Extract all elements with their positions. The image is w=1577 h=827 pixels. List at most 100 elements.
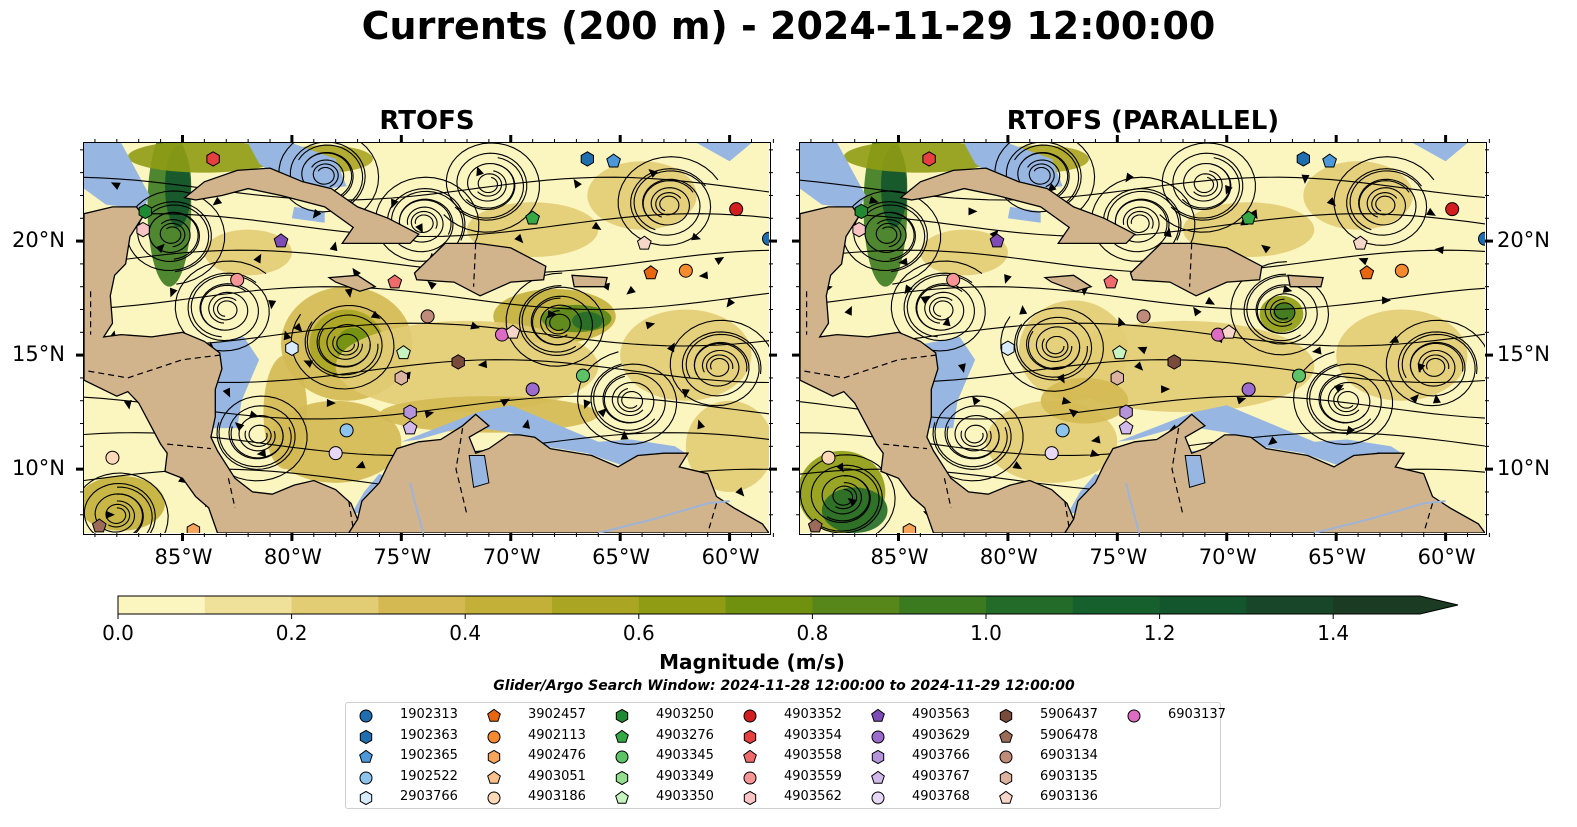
- streamline-arrow: [222, 387, 231, 398]
- float-marker-1902363: [1296, 151, 1310, 167]
- float-marker-3902457: [643, 265, 659, 280]
- streamline-arrow: [427, 280, 437, 290]
- land-southam: [348, 413, 769, 533]
- colorbar-segment: [118, 596, 206, 614]
- streamline-arrow: [1090, 435, 1101, 444]
- float-marker-4902476: [902, 523, 917, 533]
- float-marker-4903563: [989, 233, 1005, 248]
- streamline-arrow: [1236, 396, 1247, 405]
- legend-label: 6903134: [1040, 748, 1098, 764]
- streamline: [1409, 342, 1464, 387]
- land-yucatan_top: [800, 206, 1075, 533]
- streamline: [1028, 163, 1055, 188]
- streamline: [1346, 168, 1422, 236]
- streamline-arrow: [1358, 257, 1369, 266]
- streamline-arrow: [1117, 317, 1126, 327]
- streamline: [84, 286, 769, 311]
- streamline-arrow: [212, 196, 223, 206]
- lat-tick-label-right: 20°N: [1497, 228, 1550, 253]
- colorbar: [117, 595, 1459, 619]
- streamline: [1333, 156, 1435, 246]
- streamline-arrow: [645, 321, 656, 330]
- colorbar-label: Magnitude (m/s): [659, 650, 845, 674]
- streamline: [398, 199, 452, 243]
- streamline: [928, 296, 954, 321]
- streamline-arrow: [835, 462, 844, 473]
- colorbar-tick-label: 1.0: [970, 621, 1002, 645]
- streamline: [375, 176, 480, 262]
- streamline: [304, 314, 383, 379]
- float-marker-5906478: [91, 518, 107, 533]
- float-marker-4903768: [1044, 446, 1059, 461]
- float-marker-5906437: [1167, 354, 1181, 370]
- streamline-arrow: [514, 233, 524, 244]
- streamline: [200, 284, 249, 331]
- streamline: [1126, 210, 1154, 234]
- streamline-arrow: [312, 208, 322, 219]
- streamline-arrow: [303, 360, 314, 368]
- lon-tick-label: 80°W: [979, 545, 1038, 569]
- pentagon-marker-shape: [615, 729, 629, 743]
- circle-marker-icon: [615, 750, 629, 764]
- float-marker-4902113: [678, 263, 693, 278]
- float-marker-4903559: [946, 272, 961, 287]
- colorbar-tick-label: 0.4: [449, 621, 482, 645]
- streamline-arrow: [681, 388, 690, 399]
- streamline: [532, 297, 582, 346]
- colorbar-segment: [812, 596, 900, 614]
- land-cuba: [183, 167, 420, 245]
- lat-tick-label-left: 10°N: [12, 456, 65, 481]
- circle-marker-shape: [1127, 709, 1141, 723]
- float-marker-4903562: [852, 221, 866, 238]
- streamline-arrow: [249, 410, 259, 419]
- float-marker-4903354: [206, 151, 220, 167]
- float-marker-4903558: [387, 274, 403, 289]
- streamline-arrow: [329, 241, 338, 252]
- streamline-arrow: [293, 322, 303, 333]
- streamline-arrow: [1012, 461, 1023, 470]
- hexagon-marker-icon: [615, 708, 629, 724]
- streamline: [617, 387, 644, 413]
- lon-tick-label: 85°W: [870, 545, 929, 569]
- panel-title-rtofs-parallel: RTOFS (PARALLEL): [1006, 106, 1280, 136]
- legend-label: 4902113: [528, 727, 586, 743]
- streamline-arrow: [972, 395, 981, 406]
- lat-tick-label-right: 10°N: [1497, 456, 1550, 481]
- magnitude-contour: [1040, 377, 1129, 424]
- circle-marker-icon: [487, 730, 501, 744]
- float-marker-4902476: [186, 523, 201, 533]
- circle-marker-icon: [743, 771, 757, 785]
- hexagon-marker-icon: [359, 791, 373, 806]
- streamline-arrow: [583, 399, 592, 410]
- streamline: [918, 395, 1024, 482]
- circle-marker-icon: [871, 791, 885, 805]
- streamline: [1256, 286, 1307, 334]
- pentagon-marker-icon: [999, 791, 1013, 805]
- streamline-arrow: [958, 363, 966, 373]
- streamline: [590, 363, 666, 435]
- float-marker-1902313: [762, 231, 769, 246]
- hexagon-marker-icon: [487, 750, 501, 765]
- streamline-arrow: [1312, 346, 1322, 355]
- circle-marker-shape: [871, 730, 885, 744]
- streamline-arrow: [1268, 436, 1278, 446]
- pentagon-marker-icon: [999, 729, 1013, 743]
- hexagon-marker-icon: [871, 750, 885, 765]
- float-marker-4903563: [273, 233, 289, 248]
- lon-tick-label: 75°W: [1089, 545, 1148, 569]
- land-yucatan_top: [84, 206, 359, 533]
- legend-label: 1902313: [400, 707, 458, 722]
- streamline: [1181, 162, 1231, 209]
- legend: 1902313 1902363 1902365 1902522 2903766 39024…: [345, 702, 1226, 809]
- streamline: [332, 333, 360, 356]
- streamline: [800, 454, 896, 533]
- legend-label: 4903276: [656, 727, 714, 743]
- streamline-arrow: [1434, 246, 1444, 255]
- pentagon-marker-shape: [359, 749, 373, 763]
- circle-marker-icon: [999, 750, 1013, 764]
- streamline-arrow: [1089, 449, 1100, 458]
- border-line: [1423, 503, 1434, 533]
- glider-argo-markers: [807, 151, 1485, 533]
- streamline: [903, 272, 975, 342]
- colorbar-segment: [1333, 596, 1421, 614]
